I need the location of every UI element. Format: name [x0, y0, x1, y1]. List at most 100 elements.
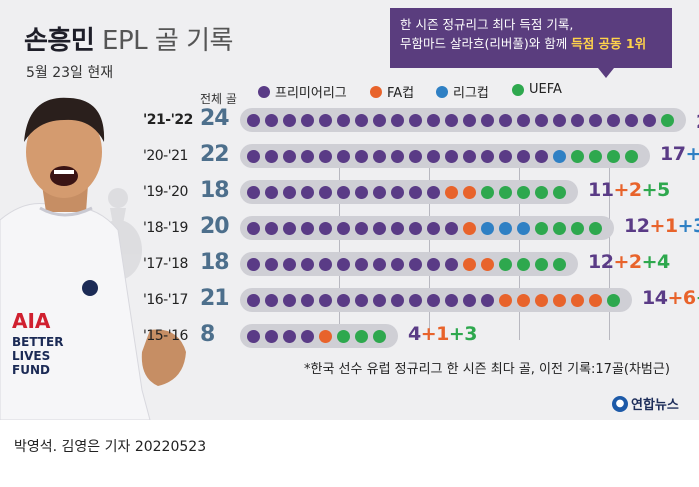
- season-label: '19-'20: [143, 184, 188, 200]
- goal-dot-premier: [283, 221, 296, 235]
- goal-dot-premier: [247, 113, 260, 127]
- legend-item-fa: FA컵: [370, 82, 414, 101]
- goal-dot-premier: [607, 113, 620, 127]
- goal-dot-premier: [319, 221, 332, 235]
- breakdown-part-premier: 11: [588, 179, 614, 201]
- season-total: 18: [200, 250, 230, 275]
- breakdown-part-league: +3: [677, 215, 699, 237]
- goal-dot-premier: [445, 293, 458, 307]
- legend-label-fa: FA컵: [387, 86, 415, 101]
- goal-dot-premier: [283, 113, 296, 127]
- goal-dot-premier: [265, 149, 278, 163]
- goal-dot-uefa: [553, 221, 566, 235]
- breakdown-part-fa: +1: [420, 323, 450, 345]
- goal-dot-uefa: [607, 293, 620, 307]
- goal-dot-premier: [337, 149, 350, 163]
- goal-dot-premier: [481, 293, 494, 307]
- season-label: '15-'16: [143, 328, 188, 344]
- legend-dot-premier: [258, 85, 270, 98]
- goal-dot-premier: [319, 293, 332, 307]
- guide-line: [429, 150, 430, 340]
- goal-dot-uefa: [607, 149, 620, 163]
- goal-dot-premier: [427, 113, 440, 127]
- goal-dot-premier: [517, 113, 530, 127]
- breakdown-part-uefa: +4: [641, 251, 671, 273]
- goal-dot-uefa: [355, 329, 368, 343]
- breakdown-part-uefa: +1: [696, 287, 699, 309]
- goal-dot-fa: [571, 293, 584, 307]
- goal-dot-league: [481, 221, 494, 235]
- goal-dot-uefa: [517, 185, 530, 199]
- goal-dot-premier: [247, 149, 260, 163]
- goal-dot-fa: [589, 293, 602, 307]
- season-breakdown: 12+1+3+4: [624, 215, 699, 237]
- goal-dot-premier: [355, 149, 368, 163]
- goal-dot-premier: [337, 221, 350, 235]
- goal-dot-premier: [355, 221, 368, 235]
- credit-line: 박영석. 김영은 기자 20220523: [14, 439, 207, 455]
- goal-dot-premier: [445, 257, 458, 271]
- footnote: *한국 선수 유럽 정규리그 한 시즌 최다 골, 이전 기록:17골(차범근): [304, 362, 670, 377]
- callout-line2: 무함마드 살라흐(리버풀)와 함께 득점 공동 1위: [400, 34, 662, 53]
- goal-dot-premier: [265, 113, 278, 127]
- goal-dot-premier: [463, 113, 476, 127]
- goal-dot-premier: [355, 113, 368, 127]
- goal-dot-premier: [247, 329, 260, 343]
- season-breakdown: 14+6+1: [642, 287, 699, 309]
- goal-dot-premier: [409, 149, 422, 163]
- guide-line: [609, 150, 610, 340]
- breakdown-part-premier: 17: [660, 143, 686, 165]
- goal-dot-uefa: [499, 185, 512, 199]
- goal-dot-premier: [373, 113, 386, 127]
- guide-line: [339, 150, 340, 340]
- season-label: '16-'17: [143, 292, 188, 308]
- goal-dot-premier: [247, 221, 260, 235]
- goal-dot-premier: [301, 185, 314, 199]
- goal-dot-uefa: [535, 221, 548, 235]
- shirt-sponsor-aia: AIA: [12, 309, 51, 333]
- goal-dot-premier: [319, 185, 332, 199]
- goal-dot-premier: [643, 113, 656, 127]
- goal-dot-premier: [589, 113, 602, 127]
- goal-dot-premier: [283, 149, 296, 163]
- season-total: 22: [200, 142, 230, 167]
- breakdown-part-uefa: +3: [448, 323, 478, 345]
- callout-line2-text: 무함마드 살라흐(리버풀)와 함께: [400, 36, 572, 51]
- goal-dot-premier: [481, 149, 494, 163]
- goal-dot-premier: [391, 293, 404, 307]
- goal-dot-premier: [391, 185, 404, 199]
- goal-dot-uefa: [661, 113, 674, 127]
- goal-dot-premier: [337, 113, 350, 127]
- title-rest: EPL 골 기록: [102, 26, 233, 56]
- season-total: 18: [200, 178, 230, 203]
- season-total: 21: [200, 286, 230, 311]
- goal-dot-premier: [301, 113, 314, 127]
- goal-dot-premier: [355, 257, 368, 271]
- page-title: 손흥민 EPL 골 기록: [24, 20, 233, 57]
- breakdown-part-premier: 23*: [696, 111, 699, 133]
- goal-dot-premier: [337, 293, 350, 307]
- breakdown-part-uefa: +5: [641, 179, 671, 201]
- goal-dot-uefa: [625, 149, 638, 163]
- season-label: '17-'18: [143, 256, 188, 272]
- breakdown-part-fa: +2: [613, 251, 642, 273]
- goal-dot-premier: [355, 185, 368, 199]
- season-total: 24: [200, 106, 230, 131]
- goal-dot-uefa: [337, 329, 350, 343]
- guide-line: [519, 150, 520, 340]
- goal-dot-premier: [409, 113, 422, 127]
- player-photo-illustration: AIA BETTER LIVES FUND: [0, 97, 186, 420]
- goal-dot-fa: [499, 293, 512, 307]
- goal-dot-league: [517, 221, 530, 235]
- record-callout: 한 시즌 정규리그 최다 득점 기록, 무함마드 살라흐(리버풀)와 함께 득점…: [390, 8, 672, 68]
- goal-dot-premier: [463, 149, 476, 163]
- goal-dot-premier: [553, 113, 566, 127]
- goal-dot-premier: [499, 113, 512, 127]
- goal-dot-premier: [445, 149, 458, 163]
- goal-dot-premier: [283, 185, 296, 199]
- goal-dot-premier: [571, 113, 584, 127]
- goal-dot-fa: [553, 293, 566, 307]
- breakdown-part-fa: +6: [667, 287, 696, 309]
- legend-dot-fa: [370, 85, 382, 98]
- goal-dot-premier: [391, 257, 404, 271]
